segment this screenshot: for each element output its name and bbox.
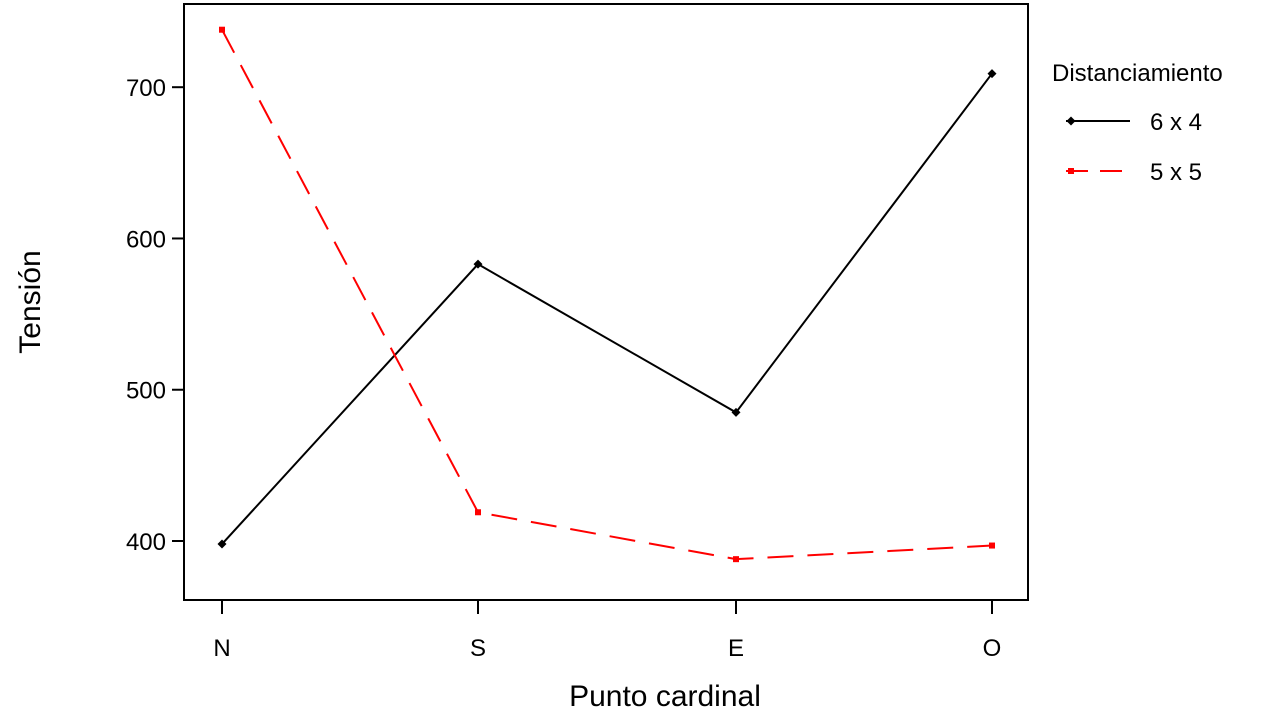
x-tick-label-E: E <box>728 635 744 662</box>
x-tick-label-N: N <box>213 635 230 662</box>
point-6x4-O <box>987 69 997 79</box>
x-axis-title: Punto cardinal <box>569 680 761 711</box>
legend-label-6x4: 6 x 4 <box>1150 109 1202 136</box>
legend: Distanciamiento 6 x 4 5 x 5 <box>1052 60 1223 186</box>
legend-title: Distanciamiento <box>1052 60 1223 87</box>
point-6x4-S <box>473 259 483 269</box>
series-line-6x4 <box>221 72 993 545</box>
x-tick-label-O: O <box>983 635 1002 662</box>
point-5x5-S <box>475 509 481 516</box>
y-axis-title: Tensión <box>14 250 47 353</box>
series-line-5x5 <box>221 29 993 561</box>
y-axis: 400 500 600 700 <box>126 75 184 556</box>
point-5x5-N <box>219 26 225 33</box>
point-5x5-E <box>733 556 739 563</box>
legend-marker-5x5 <box>1068 168 1074 174</box>
y-tick-label-500: 500 <box>126 378 166 405</box>
y-tick-label-600: 600 <box>126 226 166 253</box>
point-6x4-E <box>731 407 741 417</box>
legend-marker-6x4 <box>1066 116 1076 126</box>
x-tick-label-S: S <box>470 635 486 662</box>
plot-frame <box>183 3 1029 601</box>
series-layer <box>217 26 997 563</box>
legend-label-5x5: 5 x 5 <box>1150 159 1202 186</box>
point-5x5-O <box>989 542 995 549</box>
point-6x4-N <box>217 539 227 549</box>
y-tick-label-700: 700 <box>126 75 166 102</box>
y-tick-label-400: 400 <box>126 529 166 556</box>
